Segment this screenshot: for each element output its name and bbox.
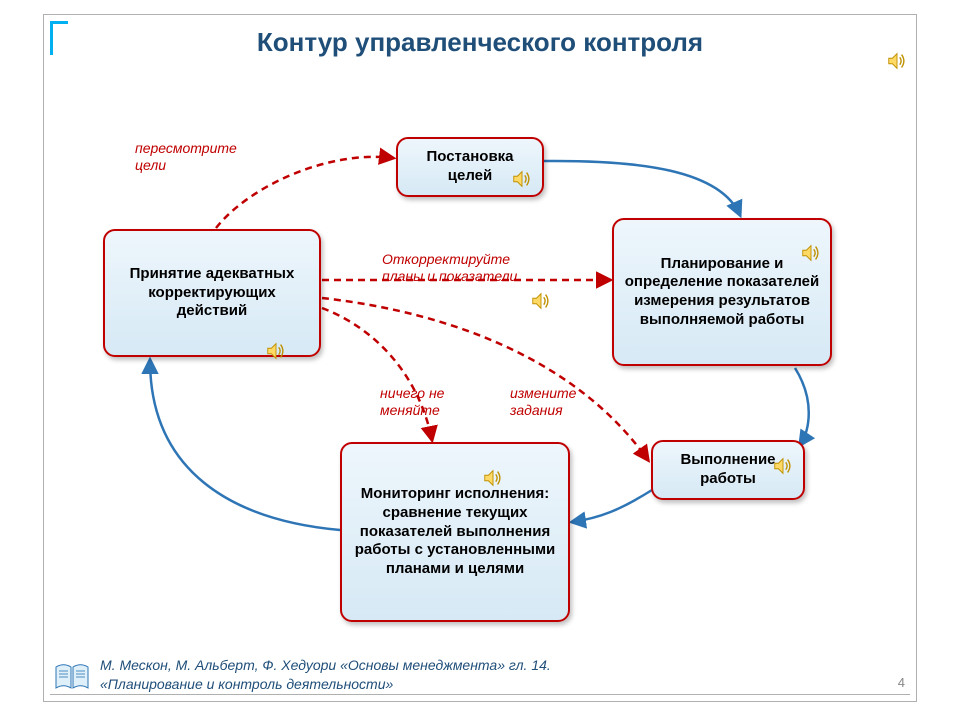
node-monitor: Мониторинг исполнения: сравнение текущих… xyxy=(340,442,570,622)
node-label: Мониторинг исполнения: сравнение текущих… xyxy=(352,485,558,579)
node-label: Планирование и определение показателей и… xyxy=(624,255,820,330)
page-title: Контур управленческого контроля xyxy=(0,27,960,58)
node-label: Принятие адекватных корректирующих дейст… xyxy=(115,265,309,321)
speaker-icon[interactable] xyxy=(511,168,533,190)
book-icon xyxy=(55,664,89,690)
annotation-do-nothing: ничего неменяйте xyxy=(380,385,444,419)
footer-divider xyxy=(50,694,910,695)
speaker-icon[interactable] xyxy=(482,467,504,489)
page-number: 4 xyxy=(898,675,905,690)
speaker-icon[interactable] xyxy=(772,455,794,477)
annotation-change-tasks: изменитезадания xyxy=(510,385,576,419)
annotation-revise-goals: пересмотритецели xyxy=(135,140,237,174)
node-plan: Планирование и определение показателей и… xyxy=(612,218,832,366)
speaker-icon[interactable] xyxy=(265,340,287,362)
speaker-icon[interactable] xyxy=(530,290,552,312)
annotation-adjust-plans: Откорректируйтепланы и показатели xyxy=(382,251,517,285)
speaker-icon[interactable] xyxy=(886,50,908,72)
node-correct: Принятие адекватных корректирующих дейст… xyxy=(103,229,321,357)
footer-citation: М. Мескон, М. Альберт, Ф. Хедуори «Основ… xyxy=(100,656,600,694)
speaker-icon[interactable] xyxy=(800,242,822,264)
